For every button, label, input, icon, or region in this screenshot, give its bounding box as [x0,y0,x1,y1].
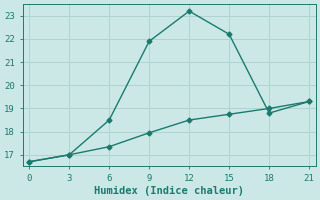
X-axis label: Humidex (Indice chaleur): Humidex (Indice chaleur) [94,186,244,196]
